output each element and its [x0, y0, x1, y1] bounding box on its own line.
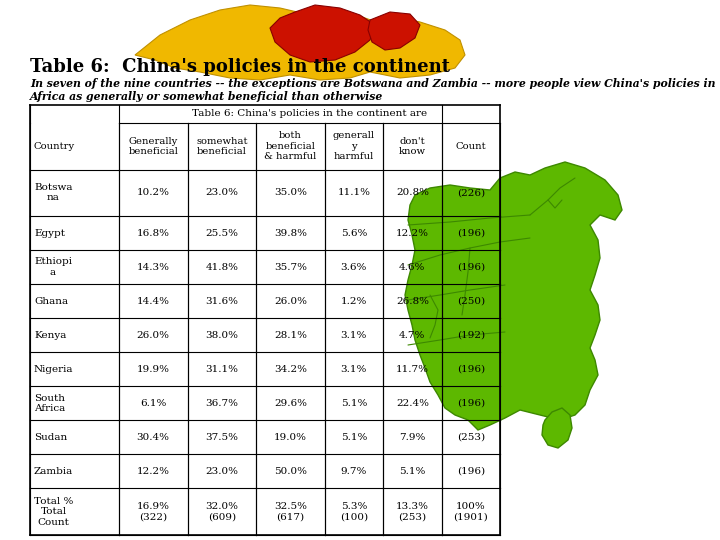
Text: (196): (196): [456, 228, 485, 238]
Text: Generally
beneficial: Generally beneficial: [128, 137, 178, 156]
Text: (196): (196): [456, 399, 485, 408]
Text: 3.6%: 3.6%: [341, 262, 367, 272]
Text: 22.4%: 22.4%: [396, 399, 429, 408]
Polygon shape: [542, 408, 572, 448]
Text: Botswa
na: Botswa na: [34, 183, 73, 202]
Text: (192): (192): [456, 330, 485, 340]
Text: 39.8%: 39.8%: [274, 228, 307, 238]
Text: 14.3%: 14.3%: [137, 262, 170, 272]
Polygon shape: [135, 5, 465, 80]
Text: In seven of the nine countries -- the exceptions are Botswana and Zambia -- more: In seven of the nine countries -- the ex…: [30, 78, 716, 89]
Text: 3.1%: 3.1%: [341, 365, 367, 374]
Text: 28.1%: 28.1%: [274, 330, 307, 340]
Text: 4.6%: 4.6%: [399, 262, 426, 272]
Polygon shape: [368, 12, 420, 50]
Text: 5.6%: 5.6%: [341, 228, 367, 238]
Text: 14.4%: 14.4%: [137, 296, 170, 306]
Text: 23.0%: 23.0%: [205, 467, 238, 476]
Text: 41.8%: 41.8%: [205, 262, 238, 272]
Text: 9.7%: 9.7%: [341, 467, 367, 476]
Text: 5.1%: 5.1%: [341, 433, 367, 442]
Text: don't
know: don't know: [399, 137, 426, 156]
Text: both
beneficial
& harmful: both beneficial & harmful: [264, 131, 317, 161]
Text: 26.0%: 26.0%: [137, 330, 170, 340]
Text: (196): (196): [456, 467, 485, 476]
Text: Sudan: Sudan: [34, 433, 67, 442]
Text: 5.3%
(100): 5.3% (100): [340, 502, 368, 522]
Text: Egypt: Egypt: [34, 228, 65, 238]
Text: somewhat
beneficial: somewhat beneficial: [196, 137, 248, 156]
Text: (253): (253): [456, 433, 485, 442]
Text: 31.6%: 31.6%: [205, 296, 238, 306]
Text: 16.9%
(322): 16.9% (322): [137, 502, 170, 522]
Text: 34.2%: 34.2%: [274, 365, 307, 374]
Text: 4.7%: 4.7%: [399, 330, 426, 340]
Text: Country: Country: [34, 141, 75, 151]
Text: 5.1%: 5.1%: [399, 467, 426, 476]
Text: Ethiopi
a: Ethiopi a: [34, 258, 72, 277]
Text: Zambia: Zambia: [34, 467, 73, 476]
Text: 7.9%: 7.9%: [399, 433, 426, 442]
Text: 25.5%: 25.5%: [205, 228, 238, 238]
Text: 30.4%: 30.4%: [137, 433, 170, 442]
Text: 36.7%: 36.7%: [205, 399, 238, 408]
Text: 32.5%
(617): 32.5% (617): [274, 502, 307, 522]
Text: 38.0%: 38.0%: [205, 330, 238, 340]
Text: 12.2%: 12.2%: [137, 467, 170, 476]
Text: Ghana: Ghana: [34, 296, 68, 306]
Text: South
Africa: South Africa: [34, 394, 66, 413]
Text: Total %
Total
Count: Total % Total Count: [34, 497, 73, 526]
Text: 35.0%: 35.0%: [274, 188, 307, 197]
Text: (196): (196): [456, 365, 485, 374]
Text: Africa as generally or somewhat beneficial than otherwise: Africa as generally or somewhat benefici…: [30, 91, 383, 102]
Text: 19.9%: 19.9%: [137, 365, 170, 374]
Text: 19.0%: 19.0%: [274, 433, 307, 442]
Text: (196): (196): [456, 262, 485, 272]
Text: 20.8%: 20.8%: [396, 188, 429, 197]
Text: 10.2%: 10.2%: [137, 188, 170, 197]
Text: 37.5%: 37.5%: [205, 433, 238, 442]
Text: 100%
(1901): 100% (1901): [454, 502, 488, 522]
Text: 26.8%: 26.8%: [396, 296, 429, 306]
Text: Kenya: Kenya: [34, 330, 66, 340]
Text: 11.1%: 11.1%: [338, 188, 370, 197]
Text: 29.6%: 29.6%: [274, 399, 307, 408]
Text: (250): (250): [456, 296, 485, 306]
Text: Nigeria: Nigeria: [34, 365, 73, 374]
Text: Table 6: China's policies in the continent are: Table 6: China's policies in the contine…: [192, 110, 427, 118]
Text: Count: Count: [456, 141, 486, 151]
Text: 6.1%: 6.1%: [140, 399, 166, 408]
Text: generall
y
harmful: generall y harmful: [333, 131, 375, 161]
Text: (226): (226): [456, 188, 485, 197]
Polygon shape: [405, 162, 622, 430]
Text: 1.2%: 1.2%: [341, 296, 367, 306]
Text: 32.0%
(609): 32.0% (609): [205, 502, 238, 522]
Polygon shape: [270, 5, 375, 62]
Text: 11.7%: 11.7%: [396, 365, 429, 374]
Text: 12.2%: 12.2%: [396, 228, 429, 238]
Text: Table 6:  China's policies in the continent: Table 6: China's policies in the contine…: [30, 58, 450, 76]
Text: 16.8%: 16.8%: [137, 228, 170, 238]
Text: 5.1%: 5.1%: [341, 399, 367, 408]
Text: 13.3%
(253): 13.3% (253): [396, 502, 429, 522]
Text: 3.1%: 3.1%: [341, 330, 367, 340]
Text: 35.7%: 35.7%: [274, 262, 307, 272]
Text: 23.0%: 23.0%: [205, 188, 238, 197]
Text: 31.1%: 31.1%: [205, 365, 238, 374]
Text: 50.0%: 50.0%: [274, 467, 307, 476]
Text: 26.0%: 26.0%: [274, 296, 307, 306]
